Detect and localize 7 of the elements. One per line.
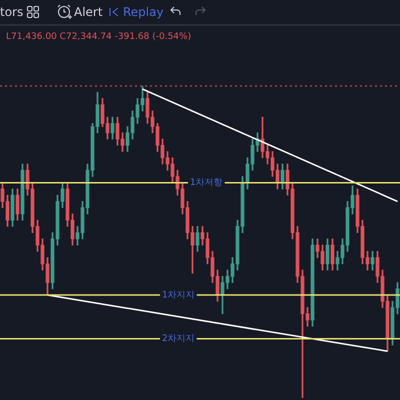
text: tors xyxy=(0,5,24,19)
text: L71,436.00 C72,344.74 -391.68 (-0.54%) xyxy=(6,32,192,42)
ref-line-label: 1차지지 xyxy=(162,290,195,300)
text: Alert xyxy=(74,5,103,19)
ref-line-label: 1차저항 xyxy=(190,178,223,188)
text: Replay xyxy=(123,5,164,19)
ref-line-label: 2차지지 xyxy=(162,334,195,344)
